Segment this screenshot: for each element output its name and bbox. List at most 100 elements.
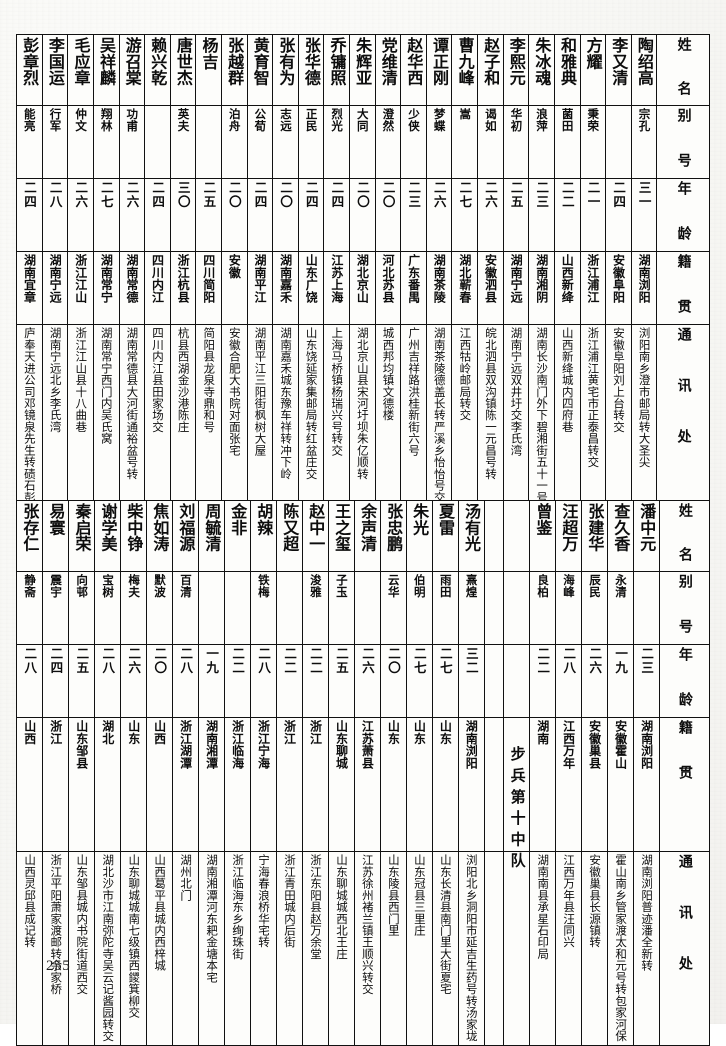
cell-hometown: 安徽霍山	[607, 717, 635, 853]
hometown-text: 浙江	[282, 720, 297, 745]
cell-alias: 华初	[502, 104, 530, 180]
cell-address: 杭县西湖金沙港陈庄	[169, 324, 197, 520]
name-text: 张存仁	[20, 503, 40, 552]
hometown-text: 四川简阳	[201, 254, 216, 304]
alias-text: 公荀	[253, 108, 268, 132]
address-text: 浙江东阳县赵万余堂	[308, 854, 323, 960]
cell-address: 山西葛平县城内西梓城	[146, 851, 174, 1046]
cell-address: 山东长清县南门里大街夏宅	[431, 851, 459, 1046]
cell-address: 浙江东阳县赵万余堂	[301, 851, 329, 1046]
header-cell-alias: 别 号	[656, 104, 710, 180]
cell-alias: 子玉	[327, 570, 355, 646]
cell-address: 江西牯岭邮局转交	[451, 324, 479, 520]
hometown-text: 四川内江	[150, 254, 165, 304]
address-text: 庐奉天进公司邓镜泉先生转碛石彭家	[22, 327, 37, 516]
cell-alias: 谒如	[477, 104, 504, 180]
cell-name: 李又清	[605, 34, 632, 106]
address-text: 浙江青田城内后街	[283, 854, 297, 948]
spacer-cell	[483, 851, 505, 1046]
cell-hometown: 湖南嘉禾	[272, 251, 299, 326]
cell-hometown: 江苏萧县	[353, 717, 381, 853]
cell-hometown: 浙江湖潭	[172, 717, 200, 853]
spacer-cell	[483, 570, 505, 646]
cell-age: 二五	[68, 644, 96, 719]
name-text: 谢学美	[98, 503, 118, 552]
name-text: 胡辣	[254, 503, 274, 536]
unit-caption-cell	[503, 500, 531, 572]
cell-address: 湖南宁远北乡李氏湾	[41, 324, 69, 520]
cell-alias	[198, 570, 226, 646]
cell-name: 王之玺	[327, 500, 355, 572]
cell-name: 赵子和	[477, 34, 504, 106]
name-text: 朱冰魂	[532, 37, 552, 86]
unit-caption-cell	[503, 644, 531, 719]
cell-alias: 辰民	[581, 570, 609, 646]
address-text: 湖南常德县大河街通裕盆号转	[125, 327, 140, 480]
cell-alias: 梅夫	[120, 570, 148, 646]
hometown-text: 湖北京山	[355, 254, 370, 304]
age-text: 二五	[334, 647, 349, 676]
hometown-text: 安徽泗县	[483, 254, 498, 304]
hometown-text: 江苏上海	[329, 254, 344, 304]
hometown-text: 湖南嘉禾	[278, 254, 293, 304]
name-text: 彭章烈	[20, 37, 40, 86]
hometown-text: 湖南浏阳	[639, 720, 654, 770]
cell-age: 二四	[144, 178, 171, 253]
cell-hometown: 山东邹县	[68, 717, 96, 853]
cell-alias: 正民	[297, 104, 325, 180]
address-text: 山东饶延家集邮局转红盆庄交	[304, 327, 319, 480]
cell-hometown: 江苏上海	[323, 251, 351, 326]
age-text: 一九	[204, 647, 220, 676]
alias-text: 百清	[179, 574, 193, 598]
address-text: 湖南浏阳普迹潘全新转	[640, 854, 655, 972]
cell-age: 二〇	[349, 178, 376, 253]
cell-hometown: 河北苏县	[374, 251, 402, 326]
age-text: 二四	[252, 181, 268, 210]
alias-text: 浚雅	[308, 574, 323, 598]
address-text: 湖州北门	[179, 854, 194, 901]
cell-hometown: 湖南常德	[118, 251, 146, 326]
address-text: 江西万年县汪同兴	[562, 854, 577, 948]
cell-hometown: 湖南	[529, 717, 557, 853]
name-text: 王之玺	[332, 503, 352, 552]
cell-address: 湖北京山县宋河圩坝朱亿顺转	[349, 324, 376, 520]
address-text: 简阳县龙泉寺鼎和号	[202, 327, 217, 433]
cell-name: 张越群	[220, 34, 248, 106]
cell-age: 二六	[118, 178, 146, 253]
cell-hometown: 湖南常宁	[92, 251, 120, 326]
cell-alias: 宝树	[94, 570, 122, 646]
alias-text: 行军	[48, 108, 63, 132]
age-text: 二八	[561, 647, 577, 676]
age-text: 二七	[457, 181, 473, 210]
address-text: 山西新绛城内四府巷	[560, 327, 575, 433]
address-text: 宁海春浪桥华宅转	[257, 854, 272, 948]
address-text: 山东长清县南门里大街夏宅	[438, 854, 453, 995]
cell-age: 二六	[120, 644, 148, 719]
address-text: 江西牯岭邮局转交	[458, 327, 473, 422]
address-text: 广州吉祥路洪桂新街六号	[407, 327, 422, 457]
cell-age: 二五	[502, 178, 530, 253]
address-text: 湖南常宁西门内吴氏窝	[99, 327, 114, 445]
age-text: 二八	[256, 647, 272, 676]
hometown-text: 浙江	[308, 720, 323, 745]
alias-text: 永清	[613, 574, 628, 598]
cell-alias: 泊舟	[220, 104, 248, 180]
cell-name: 张有为	[272, 34, 299, 106]
cell-hometown: 浙江杭县	[169, 251, 197, 326]
alias-text: 谒如	[483, 108, 498, 132]
age-text: 二三	[406, 181, 422, 210]
hometown-text: 湖南湘阴	[534, 254, 549, 304]
cell-alias: 铁梅	[249, 570, 277, 646]
cell-hometown: 四川内江	[144, 251, 171, 326]
header-cell-address: 通 讯 处	[656, 324, 710, 520]
cell-address: 简阳县龙泉寺鼎和号	[195, 324, 222, 520]
cell-hometown: 山东聊城	[327, 717, 355, 853]
cell-address: 城西邦均镇文德楼	[374, 324, 402, 520]
cell-hometown: 湖南浏阳	[457, 717, 485, 853]
cell-alias: 宗孔	[630, 104, 658, 180]
name-text: 谭正刚	[429, 37, 449, 86]
cell-hometown: 湖北蕲春	[451, 251, 479, 326]
alias-text: 菌田	[560, 108, 575, 132]
cell-hometown: 湖南宁远	[41, 251, 69, 326]
cell-age: 二四	[605, 178, 632, 253]
